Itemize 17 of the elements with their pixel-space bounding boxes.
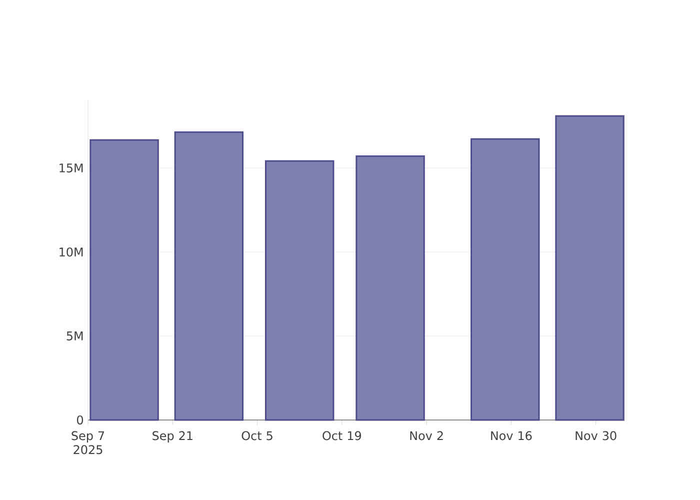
y-tick-label: 15M [60, 164, 83, 172]
bar [356, 155, 425, 421]
x-tick-label: Nov 2 [410, 431, 443, 440]
x-tick-label: Oct 19 [322, 431, 362, 440]
bar [90, 139, 159, 421]
x-tick-label: Oct 5 [242, 431, 272, 440]
x-tick-label: Sep 21 [152, 431, 192, 443]
bar [264, 160, 334, 421]
bar [470, 138, 540, 421]
bar [174, 131, 244, 421]
x-tick-label: Sep 7 2025 [72, 431, 104, 454]
y-tick-label: 5M [66, 332, 83, 340]
x-tick-label: Nov 16 [491, 431, 532, 440]
bar [555, 115, 624, 421]
y-tick-label: 10M [60, 247, 83, 257]
y-tick-label: 0 [77, 415, 84, 425]
x-tick-label: Nov 30 [576, 431, 616, 440]
